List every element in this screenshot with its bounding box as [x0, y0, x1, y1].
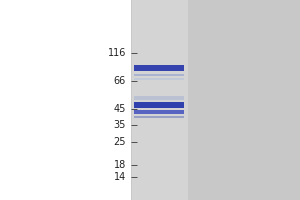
Text: 18: 18: [114, 160, 126, 170]
Bar: [134, 102, 184, 108]
Bar: [134, 116, 184, 118]
Bar: [134, 78, 184, 80]
Bar: [134, 74, 184, 76]
Bar: [0, 0, 130, 200]
Text: 45: 45: [114, 104, 126, 114]
Text: 116: 116: [108, 48, 126, 58]
Bar: [134, 65, 184, 71]
Bar: [130, 0, 300, 200]
Bar: [134, 110, 184, 114]
Bar: [134, 96, 184, 100]
Text: 14: 14: [114, 172, 126, 182]
Text: 66: 66: [114, 76, 126, 86]
Text: 35: 35: [114, 120, 126, 130]
Text: 25: 25: [113, 137, 126, 147]
Bar: [132, 0, 188, 200]
